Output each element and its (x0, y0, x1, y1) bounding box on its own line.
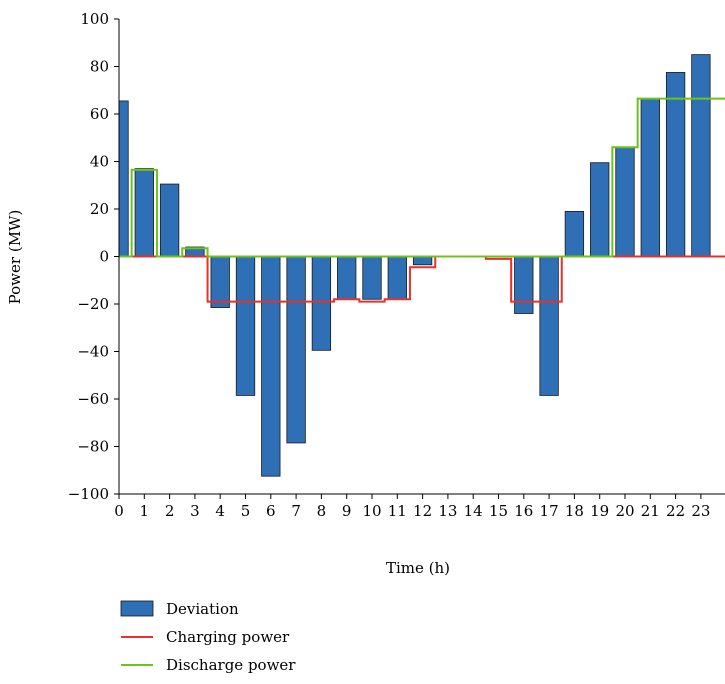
x-tick-label-15: 15 (489, 502, 508, 520)
deviation-bar-21 (640, 98, 660, 257)
y-tick-label-40: 40 (90, 153, 109, 171)
x-tick-label-12: 12 (413, 502, 432, 520)
discharge-power-legend-label: Discharge power (166, 656, 296, 674)
x-tick-label-1: 1 (140, 502, 150, 520)
x-tick-label-22: 22 (666, 502, 685, 520)
deviation-bar-23 (691, 54, 711, 257)
deviation-bar-2 (159, 183, 180, 257)
x-tick-label-13: 13 (438, 502, 457, 520)
x-tick-label-3: 3 (190, 502, 200, 520)
x-tick-label-16: 16 (514, 502, 533, 520)
deviation-bar-12 (412, 256, 433, 266)
y-axis-title: Power (MW) (6, 210, 24, 305)
x-tick-label-23: 23 (691, 502, 710, 520)
x-tick-label-6: 6 (266, 502, 276, 520)
deviation-bar-22 (665, 72, 686, 257)
deviation-bar-5 (235, 256, 256, 396)
x-tick-label-8: 8 (317, 502, 327, 520)
deviation-legend-swatch (120, 600, 154, 617)
x-tick-label-0: 0 (114, 502, 124, 520)
deviation-legend-label: Deviation (166, 600, 239, 618)
x-tick-label-7: 7 (291, 502, 301, 520)
x-tick-label-11: 11 (388, 502, 407, 520)
deviation-bar-7 (286, 256, 306, 444)
charging-power-legend-label: Charging power (166, 628, 290, 646)
deviation-bar-17 (539, 256, 559, 396)
x-tick-label-4: 4 (215, 502, 225, 520)
y-tick-label-20: 20 (90, 200, 109, 218)
deviation-bar-18 (564, 210, 585, 257)
x-tick-label-14: 14 (464, 502, 483, 520)
deviation-bar-0 (118, 100, 129, 257)
legend: Deviation Charging power Discharge power (120, 600, 296, 674)
discharge-power-line (119, 97, 725, 258)
y-tick-label--100: −100 (68, 485, 109, 503)
deviation-bar-20 (615, 146, 635, 257)
x-axis-title: Time (h) (386, 559, 450, 577)
deviation-bar-8 (311, 256, 332, 351)
y-tick-label-100: 100 (80, 10, 109, 28)
lines-layer (119, 97, 725, 303)
x-tick-label-17: 17 (540, 502, 559, 520)
x-tick-label-9: 9 (342, 502, 352, 520)
deviation-bar-9 (337, 256, 357, 300)
y-tick-label-60: 60 (90, 105, 109, 123)
y-tick-label--40: −40 (77, 343, 109, 361)
deviation-bar-6 (261, 256, 281, 477)
x-tick-label-21: 21 (641, 502, 660, 520)
y-tick-label--20: −20 (77, 295, 109, 313)
deviation-bar-10 (362, 256, 382, 300)
deviation-bar-11 (387, 256, 407, 300)
deviation-bar-1 (134, 168, 154, 257)
deviation-bar-4 (210, 256, 230, 308)
x-tick-label-20: 20 (615, 502, 634, 520)
y-tick-label-0: 0 (99, 248, 109, 266)
x-tick-label-10: 10 (362, 502, 381, 520)
y-tick-label-80: 80 (90, 58, 109, 76)
x-tick-label-2: 2 (165, 502, 175, 520)
x-tick-label-5: 5 (241, 502, 251, 520)
x-tick-label-19: 19 (590, 502, 609, 520)
deviation-bar-16 (514, 256, 534, 314)
y-tick-label--60: −60 (77, 390, 109, 408)
y-tick-label--80: −80 (77, 438, 109, 456)
deviation-bar-19 (590, 162, 610, 257)
bars-layer (118, 54, 711, 477)
x-tick-label-18: 18 (565, 502, 584, 520)
